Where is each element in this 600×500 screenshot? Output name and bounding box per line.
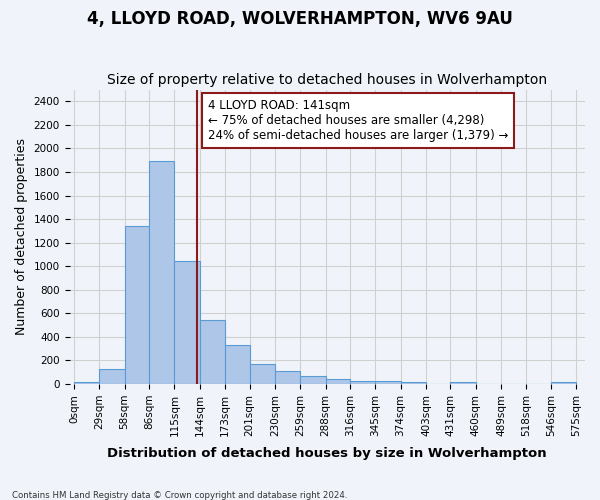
Bar — [99, 370, 125, 384]
Bar — [451, 382, 476, 384]
Bar — [401, 382, 426, 384]
Bar — [175, 261, 200, 384]
Bar — [350, 380, 376, 384]
Bar — [275, 371, 300, 384]
Bar — [376, 381, 401, 384]
X-axis label: Distribution of detached houses by size in Wolverhampton: Distribution of detached houses by size … — [107, 447, 547, 460]
Bar — [300, 376, 326, 384]
Y-axis label: Number of detached properties: Number of detached properties — [15, 138, 28, 336]
Text: 4, LLOYD ROAD, WOLVERHAMPTON, WV6 9AU: 4, LLOYD ROAD, WOLVERHAMPTON, WV6 9AU — [87, 10, 513, 28]
Bar — [250, 364, 275, 384]
Text: 4 LLOYD ROAD: 141sqm
← 75% of detached houses are smaller (4,298)
24% of semi-de: 4 LLOYD ROAD: 141sqm ← 75% of detached h… — [208, 99, 509, 142]
Bar — [74, 382, 99, 384]
Bar — [225, 344, 250, 384]
Bar — [551, 382, 576, 384]
Title: Size of property relative to detached houses in Wolverhampton: Size of property relative to detached ho… — [107, 73, 547, 87]
Bar — [149, 162, 175, 384]
Text: Contains HM Land Registry data © Crown copyright and database right 2024.: Contains HM Land Registry data © Crown c… — [12, 490, 347, 500]
Bar — [125, 226, 149, 384]
Bar — [326, 380, 350, 384]
Bar — [200, 320, 225, 384]
